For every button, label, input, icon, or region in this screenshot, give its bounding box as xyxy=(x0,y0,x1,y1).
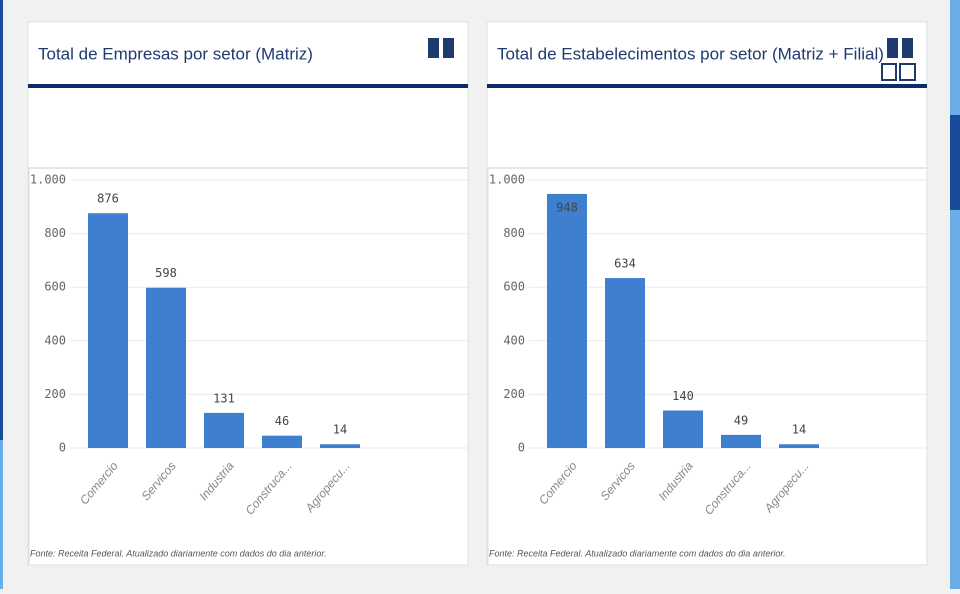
value-label: 634 xyxy=(614,257,636,271)
left-strip xyxy=(0,0,3,440)
value-label: 948 xyxy=(556,200,578,214)
value-label: 46 xyxy=(275,414,289,428)
scrollbar[interactable] xyxy=(950,115,960,210)
bar xyxy=(320,444,360,448)
right-strip xyxy=(950,0,960,589)
y-tick-label: 0 xyxy=(59,441,66,455)
y-tick-label: 800 xyxy=(44,226,66,240)
y-tick-label: 600 xyxy=(503,280,525,294)
y-tick-label: 800 xyxy=(503,226,525,240)
chart-icon[interactable] xyxy=(881,63,897,81)
xls-icon[interactable] xyxy=(443,38,454,58)
bar xyxy=(146,287,186,448)
value-label: 140 xyxy=(672,389,694,403)
y-tick-label: 0 xyxy=(518,441,525,455)
left-strip-light xyxy=(0,440,3,589)
chart-title: Total de Empresas por setor (Matriz) xyxy=(38,44,313,63)
y-tick-label: 600 xyxy=(44,280,66,294)
bar xyxy=(779,444,819,448)
table-icon[interactable] xyxy=(899,63,916,81)
xls-icon[interactable] xyxy=(902,38,913,58)
value-label: 876 xyxy=(97,192,119,206)
value-label: 131 xyxy=(213,391,235,405)
value-label: 14 xyxy=(792,423,806,437)
header-rule xyxy=(487,84,927,88)
source-note: Fonte: Receita Federal. Atualizado diari… xyxy=(30,548,327,558)
y-tick-label: 400 xyxy=(44,333,66,347)
bar xyxy=(605,278,645,448)
pdf-icon[interactable] xyxy=(428,38,439,58)
source-note: Fonte: Receita Federal. Atualizado diari… xyxy=(489,548,786,558)
bar xyxy=(721,434,761,448)
pdf-icon[interactable] xyxy=(887,38,898,58)
value-label: 598 xyxy=(155,266,177,280)
value-label: 14 xyxy=(333,423,347,437)
chart-title: Total de Estabelecimentos por setor (Mat… xyxy=(497,44,884,63)
bar xyxy=(204,412,244,448)
y-tick-label: 200 xyxy=(44,387,66,401)
header-rule xyxy=(28,84,468,88)
y-tick-label: 1.000 xyxy=(489,173,525,187)
bar xyxy=(88,213,128,448)
bar xyxy=(262,435,302,448)
bar xyxy=(547,193,587,448)
value-label: 49 xyxy=(734,413,748,427)
y-tick-label: 1.000 xyxy=(30,173,66,187)
bar xyxy=(663,410,703,448)
y-tick-label: 200 xyxy=(503,387,525,401)
y-tick-label: 400 xyxy=(503,333,525,347)
